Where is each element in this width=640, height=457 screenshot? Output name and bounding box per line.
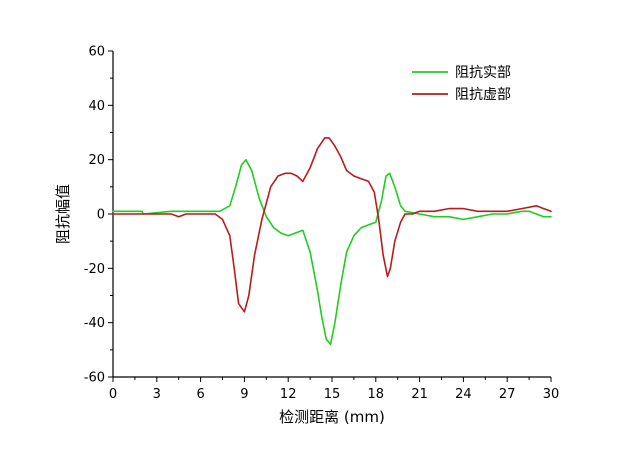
series-line-1 <box>112 158 552 346</box>
x-tick-label: 0 <box>109 387 117 402</box>
y-tick-label: 0 <box>97 208 105 223</box>
series-line-2 <box>112 137 552 313</box>
x-axis-title: 检测距离 (mm) <box>279 408 385 426</box>
legend-label-2: 阻抗虚部 <box>455 87 511 103</box>
x-tick-label: 30 <box>543 387 560 402</box>
x-tick-label: 18 <box>368 387 385 402</box>
x-tick-label: 9 <box>240 387 248 402</box>
x-tick-label: 27 <box>499 387 516 402</box>
y-tick-label: -60 <box>84 371 105 386</box>
x-tick-label: 3 <box>153 387 161 402</box>
x-tick-label: 12 <box>280 387 297 402</box>
series-lines <box>112 137 552 346</box>
x-tick-label: 21 <box>411 387 428 402</box>
y-axis-title: 阻抗幅值 <box>54 184 72 244</box>
legend-label-1: 阻抗实部 <box>455 65 511 81</box>
x-tick-label: 24 <box>455 387 472 402</box>
y-tick-label: 60 <box>88 45 105 60</box>
y-tick-label: -20 <box>84 262 105 277</box>
y-tick-label: -40 <box>84 316 105 331</box>
axes: 0 3 6 9 12 15 18 21 24 27 30 -60 -40 -20 0 20 40 60 <box>84 45 560 403</box>
x-tick-label: 6 <box>196 387 204 402</box>
y-tick-label: 20 <box>88 153 105 168</box>
y-tick-label: 40 <box>88 99 105 114</box>
x-tick-label: 15 <box>324 387 341 402</box>
